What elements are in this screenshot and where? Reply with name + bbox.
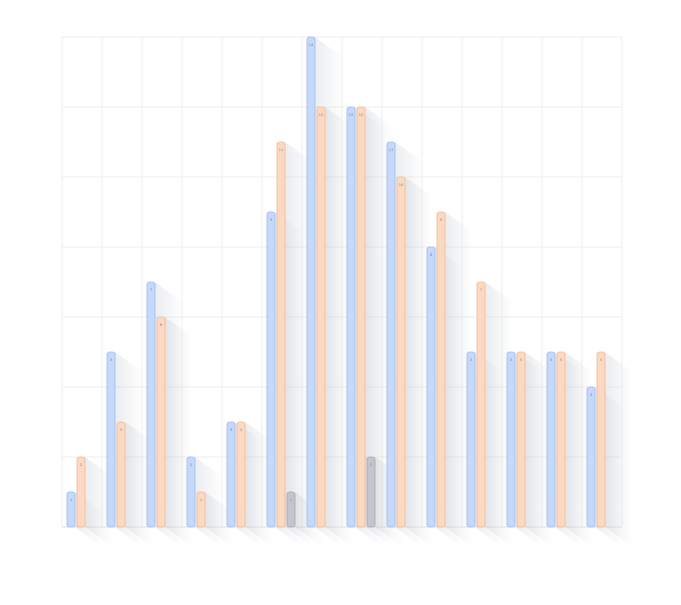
- bar-shadow: [605, 352, 633, 547]
- bar-series-2: [596, 351, 606, 528]
- bar-series-1: [546, 351, 556, 528]
- bar-series-2: [476, 281, 486, 528]
- data-label: 2: [370, 463, 372, 467]
- bar-series-1: [386, 141, 396, 528]
- data-label: 9: [270, 218, 273, 222]
- bar-series-1: [186, 456, 196, 528]
- bar-shadow: [245, 422, 273, 547]
- data-label: 9: [440, 218, 443, 222]
- data-label: 5: [510, 358, 512, 362]
- bar-series-1: [266, 211, 276, 528]
- bar-shadow: [525, 352, 553, 547]
- bar-series-2: [156, 316, 166, 528]
- bars: [66, 36, 606, 528]
- bar-series-1: [66, 491, 76, 528]
- bar-series-2: [316, 106, 326, 528]
- bar-series-2: [356, 106, 366, 528]
- bar-shadow: [205, 492, 233, 547]
- bar-series-2: [396, 176, 406, 528]
- bar-series-1: [146, 281, 156, 528]
- data-label: 3: [120, 428, 122, 432]
- bar-shadow: [405, 177, 433, 547]
- bar-series-2: [436, 211, 446, 528]
- data-label: 12: [349, 113, 354, 117]
- bar-series-2: [236, 421, 246, 528]
- bar-shadow: [125, 422, 153, 547]
- data-label: 12: [319, 113, 324, 117]
- bar-series-1: [586, 386, 596, 528]
- bar-series-2: [556, 351, 566, 528]
- bar-series-2: [276, 141, 286, 528]
- data-label: 5: [520, 358, 522, 362]
- bar-shadow: [485, 282, 513, 547]
- data-label: 5: [470, 358, 472, 362]
- data-label: 1: [200, 498, 202, 502]
- bar-series-3: [366, 456, 376, 528]
- bar-shadow: [325, 107, 353, 547]
- bar-series-2: [76, 456, 86, 528]
- bar-series-2: [196, 491, 206, 528]
- bar-shadow: [285, 142, 313, 547]
- bar-series-1: [506, 351, 516, 528]
- bar-shadow: [565, 352, 593, 547]
- data-label: 6: [160, 323, 163, 327]
- data-label: 4: [590, 393, 593, 397]
- data-label: 3: [240, 428, 242, 432]
- bar-shadow: [365, 107, 393, 547]
- data-label: 5: [550, 358, 552, 362]
- bar-series-1: [466, 351, 476, 528]
- bar-series-1: [306, 36, 316, 528]
- data-label: 11: [279, 148, 284, 152]
- bar-shadow: [165, 317, 193, 547]
- data-label: 10: [399, 183, 404, 187]
- data-label: 7: [150, 288, 152, 292]
- data-label: 5: [110, 358, 112, 362]
- data-label: 5: [600, 358, 602, 362]
- data-label: 1: [70, 498, 72, 502]
- bar-series-1: [346, 106, 356, 528]
- data-label: 11: [389, 148, 394, 152]
- bar-series-2: [516, 351, 526, 528]
- data-label: 2: [190, 463, 192, 467]
- bar-series-1: [226, 421, 236, 528]
- data-label: 7: [480, 288, 482, 292]
- bar-series-3: [286, 491, 296, 528]
- data-label: 8: [430, 253, 433, 257]
- data-label: 3: [230, 428, 232, 432]
- bar-series-1: [106, 351, 116, 528]
- data-label: 5: [560, 358, 562, 362]
- bar-shadow: [85, 457, 113, 547]
- bar-shadow: [445, 212, 473, 547]
- bar-series-2: [116, 421, 126, 528]
- data-label: 2: [80, 463, 82, 467]
- data-label: 1: [290, 498, 292, 502]
- bar-series-1: [426, 246, 436, 528]
- data-label: 12: [359, 113, 364, 117]
- data-label: 14: [309, 43, 314, 47]
